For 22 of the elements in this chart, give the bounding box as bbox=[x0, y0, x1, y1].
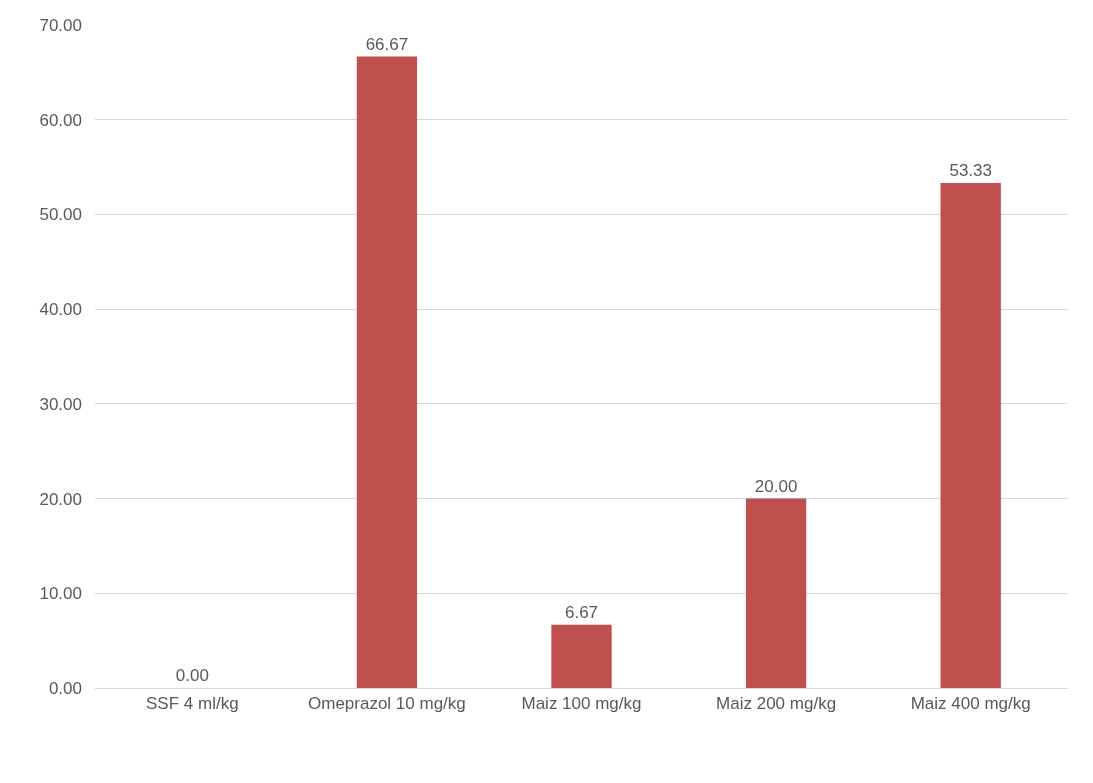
bar bbox=[356, 56, 418, 688]
data-label: 66.67 bbox=[365, 34, 409, 54]
data-label: 0.00 bbox=[175, 666, 209, 685]
y-tick-label: 50.00 bbox=[39, 205, 82, 225]
bar bbox=[551, 624, 612, 688]
y-tick-label: 40.00 bbox=[39, 300, 82, 320]
x-tick-label: Maiz 400 mg/kg bbox=[910, 694, 1031, 714]
x-tick-label: SSF 4 ml/kg bbox=[146, 694, 239, 714]
x-tick-label: Maiz 200 mg/kg bbox=[716, 694, 837, 714]
y-tick-label: 70.00 bbox=[39, 15, 82, 35]
data-label: 53.33 bbox=[949, 160, 992, 180]
bar bbox=[940, 182, 1001, 688]
x-tick-label: Maiz 100 mg/kg bbox=[521, 694, 642, 714]
y-tick-label: 60.00 bbox=[39, 110, 82, 130]
x-tick-label: Omeprazol 10 mg/kg bbox=[308, 694, 466, 714]
data-label: 6.67 bbox=[564, 602, 599, 622]
data-label: 20.00 bbox=[754, 476, 798, 496]
y-tick-label: 20.00 bbox=[39, 489, 82, 509]
y-tick-label: 0.00 bbox=[48, 678, 82, 698]
y-tick-label: 30.00 bbox=[39, 394, 82, 414]
y-tick-label: 10.00 bbox=[39, 584, 82, 604]
bar bbox=[745, 498, 807, 688]
